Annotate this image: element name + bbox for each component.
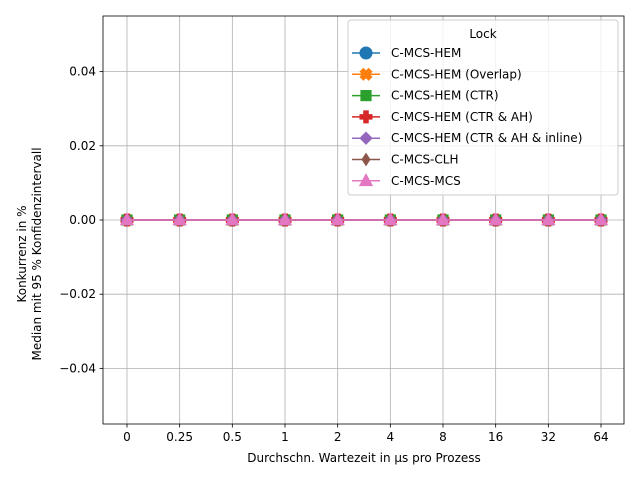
legend-title: Lock bbox=[469, 27, 496, 41]
data-point bbox=[119, 212, 135, 226]
legend-label: C-MCS-MCS bbox=[391, 174, 461, 188]
legend-item: C-MCS-HEM bbox=[352, 46, 461, 60]
x-tick-label: 64 bbox=[593, 430, 608, 444]
legend-items: C-MCS-HEM C-MCS-HEM (Overlap) C-MCS-HEM (C… bbox=[352, 46, 582, 188]
legend-label: C-MCS-HEM (CTR & AH) bbox=[391, 110, 533, 124]
x-tick-label: 0.25 bbox=[166, 430, 193, 444]
data-point bbox=[277, 212, 293, 226]
data-point bbox=[488, 212, 503, 226]
x-tick-label: 1 bbox=[281, 430, 289, 444]
legend-marker bbox=[360, 90, 372, 102]
legend-item: C-MCS-CLH bbox=[352, 153, 458, 167]
data-point bbox=[435, 212, 451, 226]
legend-item: C-MCS-HEM (CTR) bbox=[352, 89, 499, 103]
y-axis-label: Konkurrenz in % Median mit 95 % Konfiden… bbox=[15, 147, 44, 360]
data-point bbox=[225, 212, 240, 226]
legend-item: C-MCS-HEM (CTR & AH) bbox=[352, 110, 533, 124]
data-point bbox=[172, 212, 187, 226]
series-c-mcs-mcs bbox=[119, 212, 609, 226]
legend-label: C-MCS-HEM (CTR & AH & inline) bbox=[391, 131, 582, 145]
legend-marker bbox=[358, 173, 374, 187]
y-tick-label: 0.02 bbox=[69, 139, 96, 153]
x-tick-label: 8 bbox=[439, 430, 447, 444]
y-axis-label-line-2: Median mit 95 % Konfidenzintervall bbox=[30, 147, 44, 360]
legend-marker bbox=[359, 110, 373, 124]
x-tick-label: 16 bbox=[488, 430, 503, 444]
x-tick-label: 2 bbox=[334, 430, 342, 444]
legend-item: C-MCS-HEM (CTR & AH & inline) bbox=[352, 131, 582, 145]
y-tick-label: 0.04 bbox=[69, 65, 96, 79]
series-layer bbox=[119, 212, 609, 227]
legend-label: C-MCS-HEM (CTR) bbox=[391, 89, 499, 103]
x-axis-label: Durchschn. Wartezeit in µs pro Prozess bbox=[247, 451, 481, 465]
x-tick-label: 32 bbox=[541, 430, 556, 444]
legend-label: C-MCS-CLH bbox=[391, 153, 458, 167]
legend-label: C-MCS-HEM bbox=[391, 46, 461, 60]
legend-item: C-MCS-HEM (Overlap) bbox=[352, 67, 522, 81]
y-axis-label-line-1: Konkurrenz in % bbox=[15, 205, 29, 302]
legend-marker bbox=[361, 152, 371, 167]
x-tick-label: 0.5 bbox=[223, 430, 242, 444]
data-point bbox=[541, 212, 556, 226]
legend-box bbox=[347, 19, 619, 196]
data-point bbox=[330, 212, 345, 226]
legend-item: C-MCS-MCS bbox=[352, 173, 461, 188]
x-axis-ticks: 0 0.25 0.5 1 2 4 8 16 32 64 bbox=[123, 424, 609, 444]
x-tick-label: 0 bbox=[123, 430, 131, 444]
legend-marker bbox=[359, 131, 373, 145]
legend-marker bbox=[359, 46, 373, 60]
y-tick-label: −0.02 bbox=[59, 287, 96, 301]
legend-marker bbox=[359, 67, 373, 81]
data-point bbox=[593, 212, 609, 226]
y-axis-ticks: −0.04 −0.02 0.00 0.02 0.04 bbox=[59, 65, 103, 375]
legend-label: C-MCS-HEM (Overlap) bbox=[391, 67, 522, 81]
x-tick-label: 4 bbox=[387, 430, 395, 444]
y-tick-label: 0.00 bbox=[69, 213, 96, 227]
data-point bbox=[383, 212, 398, 226]
y-tick-label: −0.04 bbox=[59, 361, 96, 375]
